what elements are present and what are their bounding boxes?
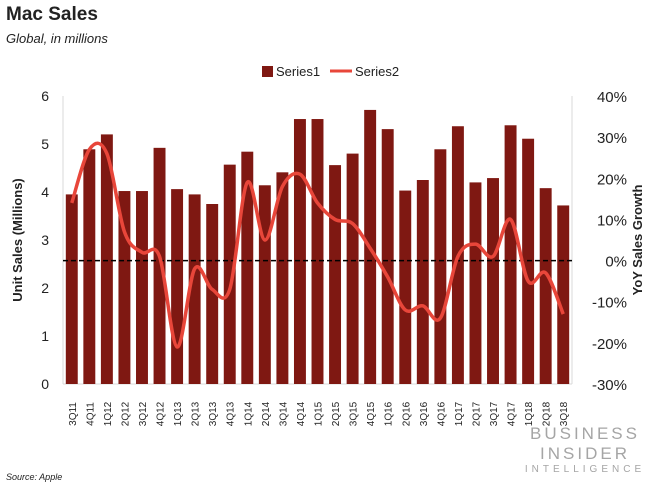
bar-1Q13 [171,189,184,384]
bar-3Q15 [346,153,359,384]
legend-series1-swatch [262,66,273,77]
x-tick-label: 4Q16 [436,401,447,426]
x-tick-label: 3Q15 [349,401,360,426]
bar-4Q11 [83,149,96,384]
bar-4Q16 [434,149,447,384]
right-tick-label: -30% [592,377,627,394]
right-tick-label: -10% [592,295,627,312]
bar-3Q18 [557,205,570,384]
chart-title: Mac Sales [6,4,98,25]
x-tick-label: 1Q14 [243,401,254,426]
source-note: Source: Apple [6,472,63,482]
bar-3Q13 [206,204,219,384]
right-tick-label: 10% [597,212,627,229]
x-tick-label: 1Q17 [454,401,465,426]
bar-1Q14 [241,151,254,384]
bar-2Q15 [329,165,342,384]
bar-1Q15 [311,119,324,384]
x-tick-label: 4Q12 [156,401,167,426]
bar-1Q16 [381,129,394,384]
x-tick-label: 3Q11 [68,402,79,426]
right-tick-label: 20% [597,171,627,188]
left-tick-label: 3 [41,232,49,248]
bar-2Q13 [188,194,201,384]
x-tick-label: 1Q18 [524,401,535,426]
x-tick-label: 3Q16 [419,401,430,426]
x-tick-label: 2Q17 [471,401,482,426]
x-tick-label: 3Q12 [138,401,149,426]
x-tick-label: 4Q14 [296,401,307,426]
x-tick-label: 3Q13 [208,401,219,426]
x-tick-label: 4Q13 [226,401,237,426]
right-tick-label: -20% [592,336,627,353]
bar-3Q11 [65,194,78,384]
x-tick-label: 4Q11 [85,402,96,426]
bar-3Q16 [416,180,429,384]
x-tick-label: 2Q15 [331,401,342,426]
bar-3Q17 [487,178,499,384]
x-tick-label: 3Q14 [278,401,289,426]
x-tick-label: 2Q13 [191,401,202,426]
logo-line2: INTELLIGENCE [524,464,646,475]
bar-2Q17 [469,182,482,384]
right-tick-label: 0% [605,254,627,271]
x-tick-label: 1Q12 [103,401,114,426]
x-tick-label: 2Q16 [401,401,412,426]
bar-4Q17 [504,125,517,384]
bar-2Q12 [118,191,131,384]
left-tick-label: 6 [41,88,49,104]
x-tick-label: 2Q12 [120,401,131,426]
x-tick-label: 4Q15 [366,401,377,426]
bar-2Q14 [258,185,271,384]
legend-series1-label: Series1 [276,64,320,79]
logo-line1: BUSINESS INSIDER [530,424,640,463]
x-tick-label: 1Q13 [173,401,184,426]
right-tick-label: 30% [597,130,627,147]
x-tick-label: 2Q18 [542,401,553,426]
bar-4Q12 [153,147,166,384]
y-axis-title: Unit Sales (Millions) [10,178,25,302]
left-tick-label: 2 [41,280,49,296]
x-tick-label: 3Q17 [489,401,500,426]
bar-2Q18 [539,188,552,384]
left-tick-label: 4 [41,184,49,200]
bar-4Q13 [223,164,236,384]
left-tick-label: 0 [41,376,49,392]
bar-3Q12 [136,191,148,384]
legend-series2-label: Series2 [355,64,399,79]
left-tick-label: 1 [41,328,49,344]
series2-line [70,141,565,349]
x-tick-label: 1Q15 [314,401,325,426]
bar-4Q14 [293,119,306,384]
y2-axis-title: YoY Sales Growth [630,185,645,296]
x-tick-label: 3Q18 [559,401,570,426]
bar-3Q14 [276,172,289,384]
x-tick-label: 2Q14 [261,401,272,426]
x-tick-label: 1Q16 [384,401,395,426]
chart-subtitle: Global, in millions [6,31,108,46]
bar-1Q18 [522,138,535,384]
bar-2Q16 [399,190,412,384]
business-insider-logo: BUSINESS INSIDER INTELLIGENCE [520,424,650,475]
bar-1Q12 [100,134,113,384]
right-tick-label: 40% [597,89,627,106]
left-tick-label: 5 [41,136,49,152]
x-tick-label: 4Q17 [507,401,518,426]
